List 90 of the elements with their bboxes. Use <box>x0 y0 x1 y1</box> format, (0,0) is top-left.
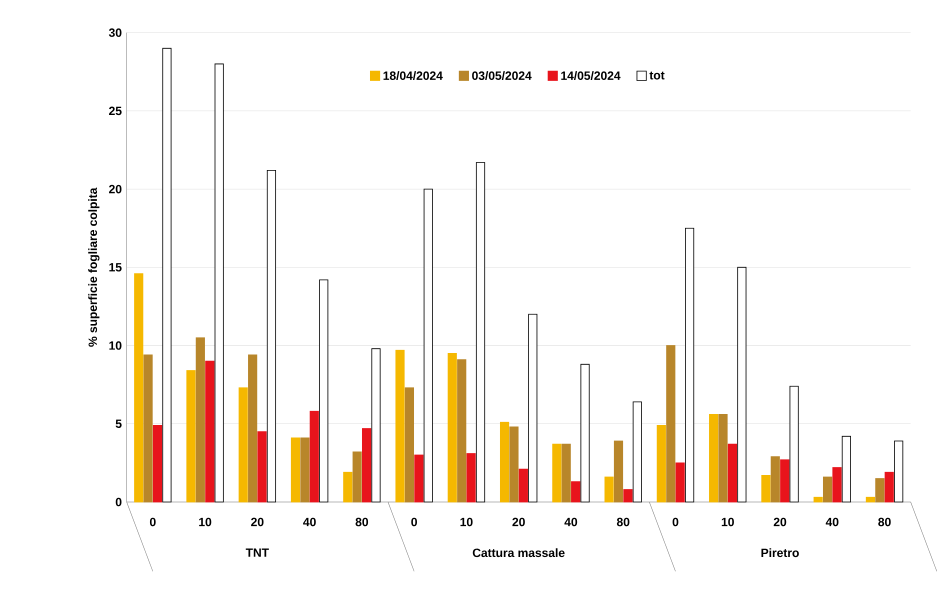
bar <box>414 454 424 502</box>
bar <box>371 348 381 502</box>
bar <box>343 472 352 502</box>
x-tick-label: 20 <box>774 518 786 526</box>
bar <box>894 440 904 502</box>
text: Piretro <box>761 548 799 558</box>
bar <box>580 364 590 502</box>
bar <box>832 467 842 502</box>
x-tick-label: 10 <box>460 518 473 526</box>
bar <box>770 456 780 502</box>
bar <box>509 426 519 502</box>
x-tick-label: 80 <box>616 518 630 526</box>
bar <box>205 360 214 502</box>
bar <box>448 352 457 502</box>
bar <box>466 453 476 502</box>
bar <box>500 422 510 502</box>
bar <box>424 188 433 502</box>
bar <box>718 414 728 502</box>
y-tick-label: 0 <box>116 498 122 506</box>
bar <box>790 386 799 502</box>
bar <box>162 48 172 502</box>
bar <box>656 424 666 502</box>
bar <box>866 496 876 502</box>
bar <box>761 475 770 502</box>
y-tick-label: 25 <box>109 106 122 116</box>
text: TNT <box>246 548 269 557</box>
bar <box>814 496 823 502</box>
y-axis-title: % superficie fogliare colpita <box>88 188 100 347</box>
bar <box>518 468 528 502</box>
x-tick-label: 40 <box>826 518 838 526</box>
x-tick-label: 10 <box>722 518 734 526</box>
bar <box>395 350 405 502</box>
bar <box>737 266 746 502</box>
bar <box>248 354 258 502</box>
bar <box>196 337 205 502</box>
bar <box>842 436 851 502</box>
bar <box>238 387 248 502</box>
x-tick-label: 20 <box>251 518 264 526</box>
bar <box>614 440 624 502</box>
legend-label: 18/04/2024 <box>384 71 443 80</box>
bar <box>362 428 372 502</box>
bar <box>404 387 414 502</box>
bar <box>144 354 153 502</box>
x-tick-label: 0 <box>150 518 156 526</box>
y-tick-label: 20 <box>109 184 122 194</box>
bar <box>632 401 642 502</box>
y-tick-label: 10 <box>109 341 122 350</box>
bar <box>528 314 538 502</box>
bar <box>709 414 718 502</box>
bar <box>666 345 676 502</box>
bar <box>685 228 694 502</box>
bar <box>875 478 884 502</box>
bar <box>822 476 832 502</box>
x-tick-label: 80 <box>878 518 891 526</box>
bar <box>290 437 300 502</box>
text: Cattura massale <box>472 548 565 558</box>
bar <box>457 359 466 502</box>
bar <box>257 431 267 502</box>
x-tick-label: 40 <box>564 518 578 526</box>
bar <box>319 279 328 502</box>
bar <box>676 462 685 502</box>
bar <box>562 444 571 502</box>
bar <box>214 64 224 502</box>
x-tick-label: 20 <box>512 518 525 526</box>
x-tick-label: 0 <box>672 518 678 526</box>
y-tick-label: 30 <box>108 28 122 37</box>
legend-label: 03/05/2024 <box>472 71 532 80</box>
bar <box>134 273 144 502</box>
bar <box>623 489 632 502</box>
bar <box>780 459 790 502</box>
bar <box>266 170 276 502</box>
bar <box>571 481 580 502</box>
legend-label: 14/05/2024 <box>561 71 620 80</box>
bar <box>186 370 196 502</box>
bar <box>352 452 362 502</box>
x-tick-label: 80 <box>356 518 368 526</box>
bar <box>884 472 894 502</box>
x-tick-label: 10 <box>199 518 212 526</box>
bar <box>152 424 162 502</box>
legend-label: tot <box>650 72 665 80</box>
bar <box>476 162 486 502</box>
bar <box>604 476 614 502</box>
bar <box>552 444 562 502</box>
bar <box>728 444 738 502</box>
x-tick-label: 0 <box>411 518 417 526</box>
x-tick-label: 40 <box>303 518 316 526</box>
bar <box>300 437 310 502</box>
bar <box>310 410 319 502</box>
y-tick-label: 15 <box>109 263 122 272</box>
y-tick-label: 5 <box>116 420 122 428</box>
